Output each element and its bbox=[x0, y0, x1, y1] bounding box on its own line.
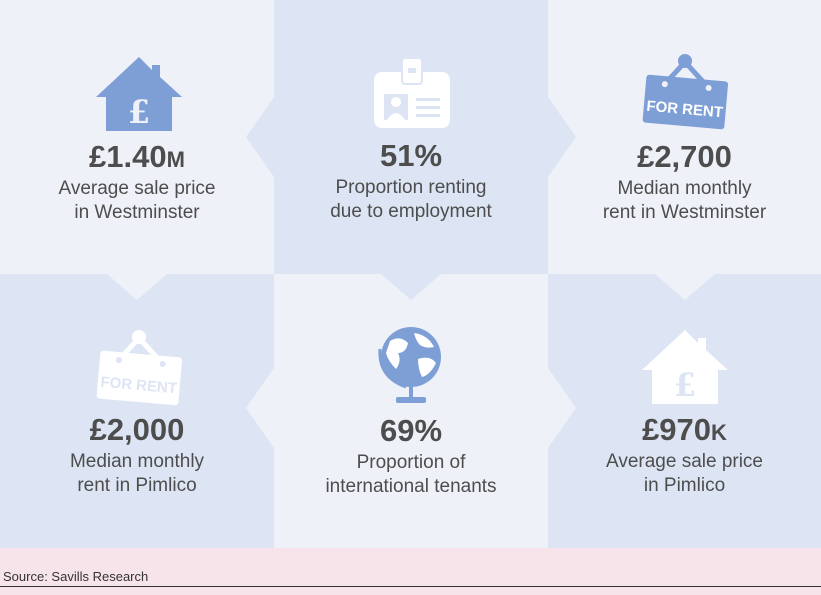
stat-employment-renting: 51% Proportion renting due to employment bbox=[274, 139, 548, 224]
for-rent-sign-icon: FOR RENT bbox=[642, 54, 729, 130]
infographic-grid: £ FOR RENT FOR RENT bbox=[0, 0, 821, 548]
tile-employment-renting bbox=[274, 0, 548, 274]
source-note: Source: Savills Research bbox=[3, 569, 149, 584]
for-rent-sign-icon: FOR RENT bbox=[96, 330, 183, 406]
footer-divider bbox=[0, 586, 821, 587]
svg-text:FOR RENT: FOR RENT bbox=[646, 98, 724, 122]
stat-value: 51% bbox=[379, 138, 443, 173]
globe-icon bbox=[378, 327, 441, 403]
stat-value: £2,700 bbox=[637, 139, 732, 174]
svg-text:FOR RENT: FOR RENT bbox=[100, 374, 178, 398]
connector-top-right bbox=[548, 97, 576, 177]
stat-pimlico-sale: £970K Average sale price in Pimlico bbox=[548, 413, 821, 498]
connector-left-down bbox=[107, 274, 167, 300]
tile-westminster-rent bbox=[548, 0, 821, 274]
stat-value: £1.40M bbox=[89, 139, 185, 174]
stat-value: 69% bbox=[379, 413, 443, 448]
connector-right-down bbox=[655, 274, 715, 300]
tile-westminster-sale bbox=[0, 0, 274, 274]
tile-pimlico-sale bbox=[548, 274, 821, 548]
id-badge-icon bbox=[374, 57, 450, 128]
stat-label: Median monthly bbox=[617, 178, 752, 199]
connector-middle-down bbox=[381, 274, 441, 300]
stat-label: rent in Pimlico bbox=[77, 475, 197, 496]
stat-label: in Westminster bbox=[74, 202, 200, 223]
tile-pimlico-rent bbox=[0, 274, 274, 548]
stat-label: rent in Westminster bbox=[602, 202, 767, 223]
stat-label: Proportion of bbox=[356, 452, 466, 473]
stat-label: Average sale price bbox=[58, 178, 216, 199]
stat-westminster-sale: £1.40M Average sale price in Westminster bbox=[0, 140, 274, 225]
stat-westminster-rent: £2,700 Median monthly rent in Westminste… bbox=[548, 140, 821, 225]
tile-connectors bbox=[107, 97, 715, 448]
stat-pimlico-rent: £2,000 Median monthly rent in Pimlico bbox=[0, 413, 274, 498]
stat-label: Median monthly bbox=[69, 451, 205, 472]
stat-label: Average sale price bbox=[605, 451, 764, 472]
svg-text:£: £ bbox=[674, 366, 696, 404]
house-pound-icon: £ bbox=[96, 57, 182, 131]
stat-label: in Pimlico bbox=[643, 475, 726, 496]
connector-bottom-right bbox=[548, 368, 576, 448]
svg-text:£: £ bbox=[128, 93, 150, 131]
stat-label: Proportion renting bbox=[335, 177, 487, 198]
stat-international-tenants: 69% Proportion of international tenants bbox=[274, 414, 548, 499]
connector-bottom-left bbox=[246, 368, 274, 448]
house-pound-icon: £ bbox=[642, 330, 728, 404]
stat-label: international tenants bbox=[325, 476, 497, 497]
stat-label: due to employment bbox=[330, 201, 492, 222]
stat-value: £970K bbox=[642, 412, 727, 447]
connector-top-left bbox=[246, 97, 274, 177]
stat-value: £2,000 bbox=[89, 412, 185, 447]
tile-international-tenants bbox=[274, 274, 548, 548]
